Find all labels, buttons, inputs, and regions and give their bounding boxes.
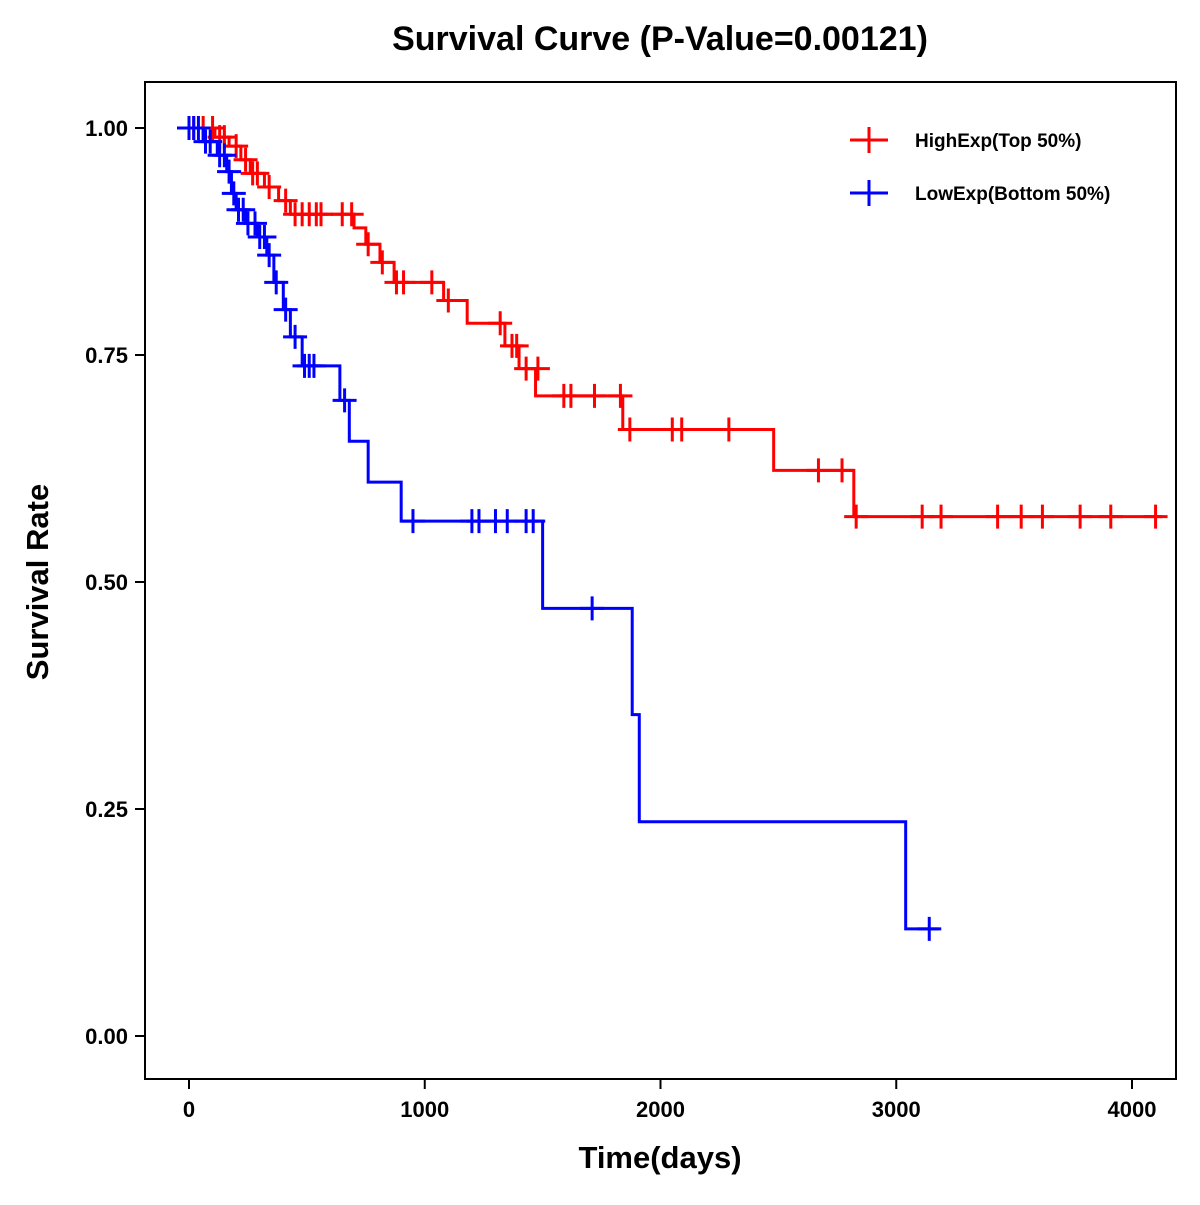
legend-item: LowExp(Bottom 50%): [850, 180, 1110, 206]
censor-mark: [231, 197, 256, 222]
censor-mark: [1030, 504, 1055, 529]
censor-mark: [1068, 504, 1093, 529]
censor-mark: [580, 596, 605, 621]
legend-label: HighExp(Top 50%): [915, 131, 1081, 152]
censor-mark: [243, 211, 268, 236]
censor-mark: [332, 388, 357, 413]
legend-label: LowExp(Bottom 50%): [915, 184, 1110, 205]
censor-mark: [521, 509, 546, 534]
y-tick-label: 1.00: [85, 116, 128, 141]
censor-mark: [252, 224, 277, 249]
censor-mark: [1009, 504, 1034, 529]
y-tick-label: 0.75: [85, 343, 128, 368]
censor-mark: [608, 383, 633, 408]
x-tick-label: 4000: [1108, 1097, 1157, 1122]
censor-mark: [504, 333, 529, 358]
censor-mark: [264, 270, 289, 295]
censor-mark: [233, 147, 258, 172]
censor-mark: [716, 417, 741, 442]
censor-mark: [212, 143, 237, 168]
y-axis: 0.00 0.25 0.50 0.75 1.00: [85, 116, 145, 1049]
x-tick-label: 3000: [872, 1097, 921, 1122]
censor-mark: [1143, 504, 1168, 529]
legend: HighExp(Top 50%) LowExp(Bottom 50%): [850, 127, 1110, 206]
censor-mark: [617, 417, 642, 442]
censor-mark: [370, 250, 395, 275]
censor-mark: [198, 129, 223, 154]
censor-mark: [356, 232, 381, 257]
censor-mark: [273, 297, 298, 322]
censor-mark: [917, 916, 942, 941]
censor-mark: [582, 383, 607, 408]
censor-mark: [1098, 504, 1123, 529]
y-axis-title: Survival Rate: [20, 484, 55, 680]
censor-mark: [301, 353, 326, 378]
censor-mark: [221, 181, 246, 206]
censor-mark: [391, 270, 416, 295]
y-tick-label: 0.50: [85, 570, 128, 595]
censor-mark: [245, 161, 270, 186]
censor-mark: [929, 504, 954, 529]
censor-mark: [273, 188, 298, 213]
censor-mark: [257, 175, 282, 200]
censor-mark: [339, 202, 364, 227]
legend-item: HighExp(Top 50%): [850, 127, 1081, 153]
censor-mark: [257, 243, 282, 268]
censor-mark: [558, 383, 583, 408]
censor-mark: [186, 116, 211, 140]
low-exp-series: [177, 116, 942, 941]
censor-mark: [217, 159, 242, 184]
censor-mark: [525, 356, 550, 381]
x-tick-label: 0: [183, 1097, 195, 1122]
censor-mark: [985, 504, 1010, 529]
y-tick-label: 0.00: [85, 1024, 128, 1049]
x-axis-title: Time(days): [578, 1140, 741, 1175]
x-tick-label: 1000: [400, 1097, 449, 1122]
censor-mark: [844, 504, 869, 529]
x-tick-label: 2000: [636, 1097, 685, 1122]
curves-layer: [177, 116, 1168, 941]
censor-mark: [830, 458, 855, 483]
x-axis: 0 1000 2000 3000 4000: [183, 1079, 1157, 1122]
censor-mark: [309, 202, 334, 227]
legend-plus-icon: [850, 127, 888, 153]
censor-mark: [283, 324, 308, 349]
chart-title: Survival Curve (P-Value=0.00121): [392, 20, 928, 58]
censor-mark: [400, 509, 425, 534]
censor-mark: [669, 417, 694, 442]
censor-mark: [419, 270, 444, 295]
legend-plus-icon: [850, 180, 888, 206]
censor-mark: [436, 288, 461, 313]
censor-mark: [806, 458, 831, 483]
censor-mark: [488, 311, 513, 336]
high-exp-series: [181, 116, 1168, 529]
y-tick-label: 0.25: [85, 797, 128, 822]
